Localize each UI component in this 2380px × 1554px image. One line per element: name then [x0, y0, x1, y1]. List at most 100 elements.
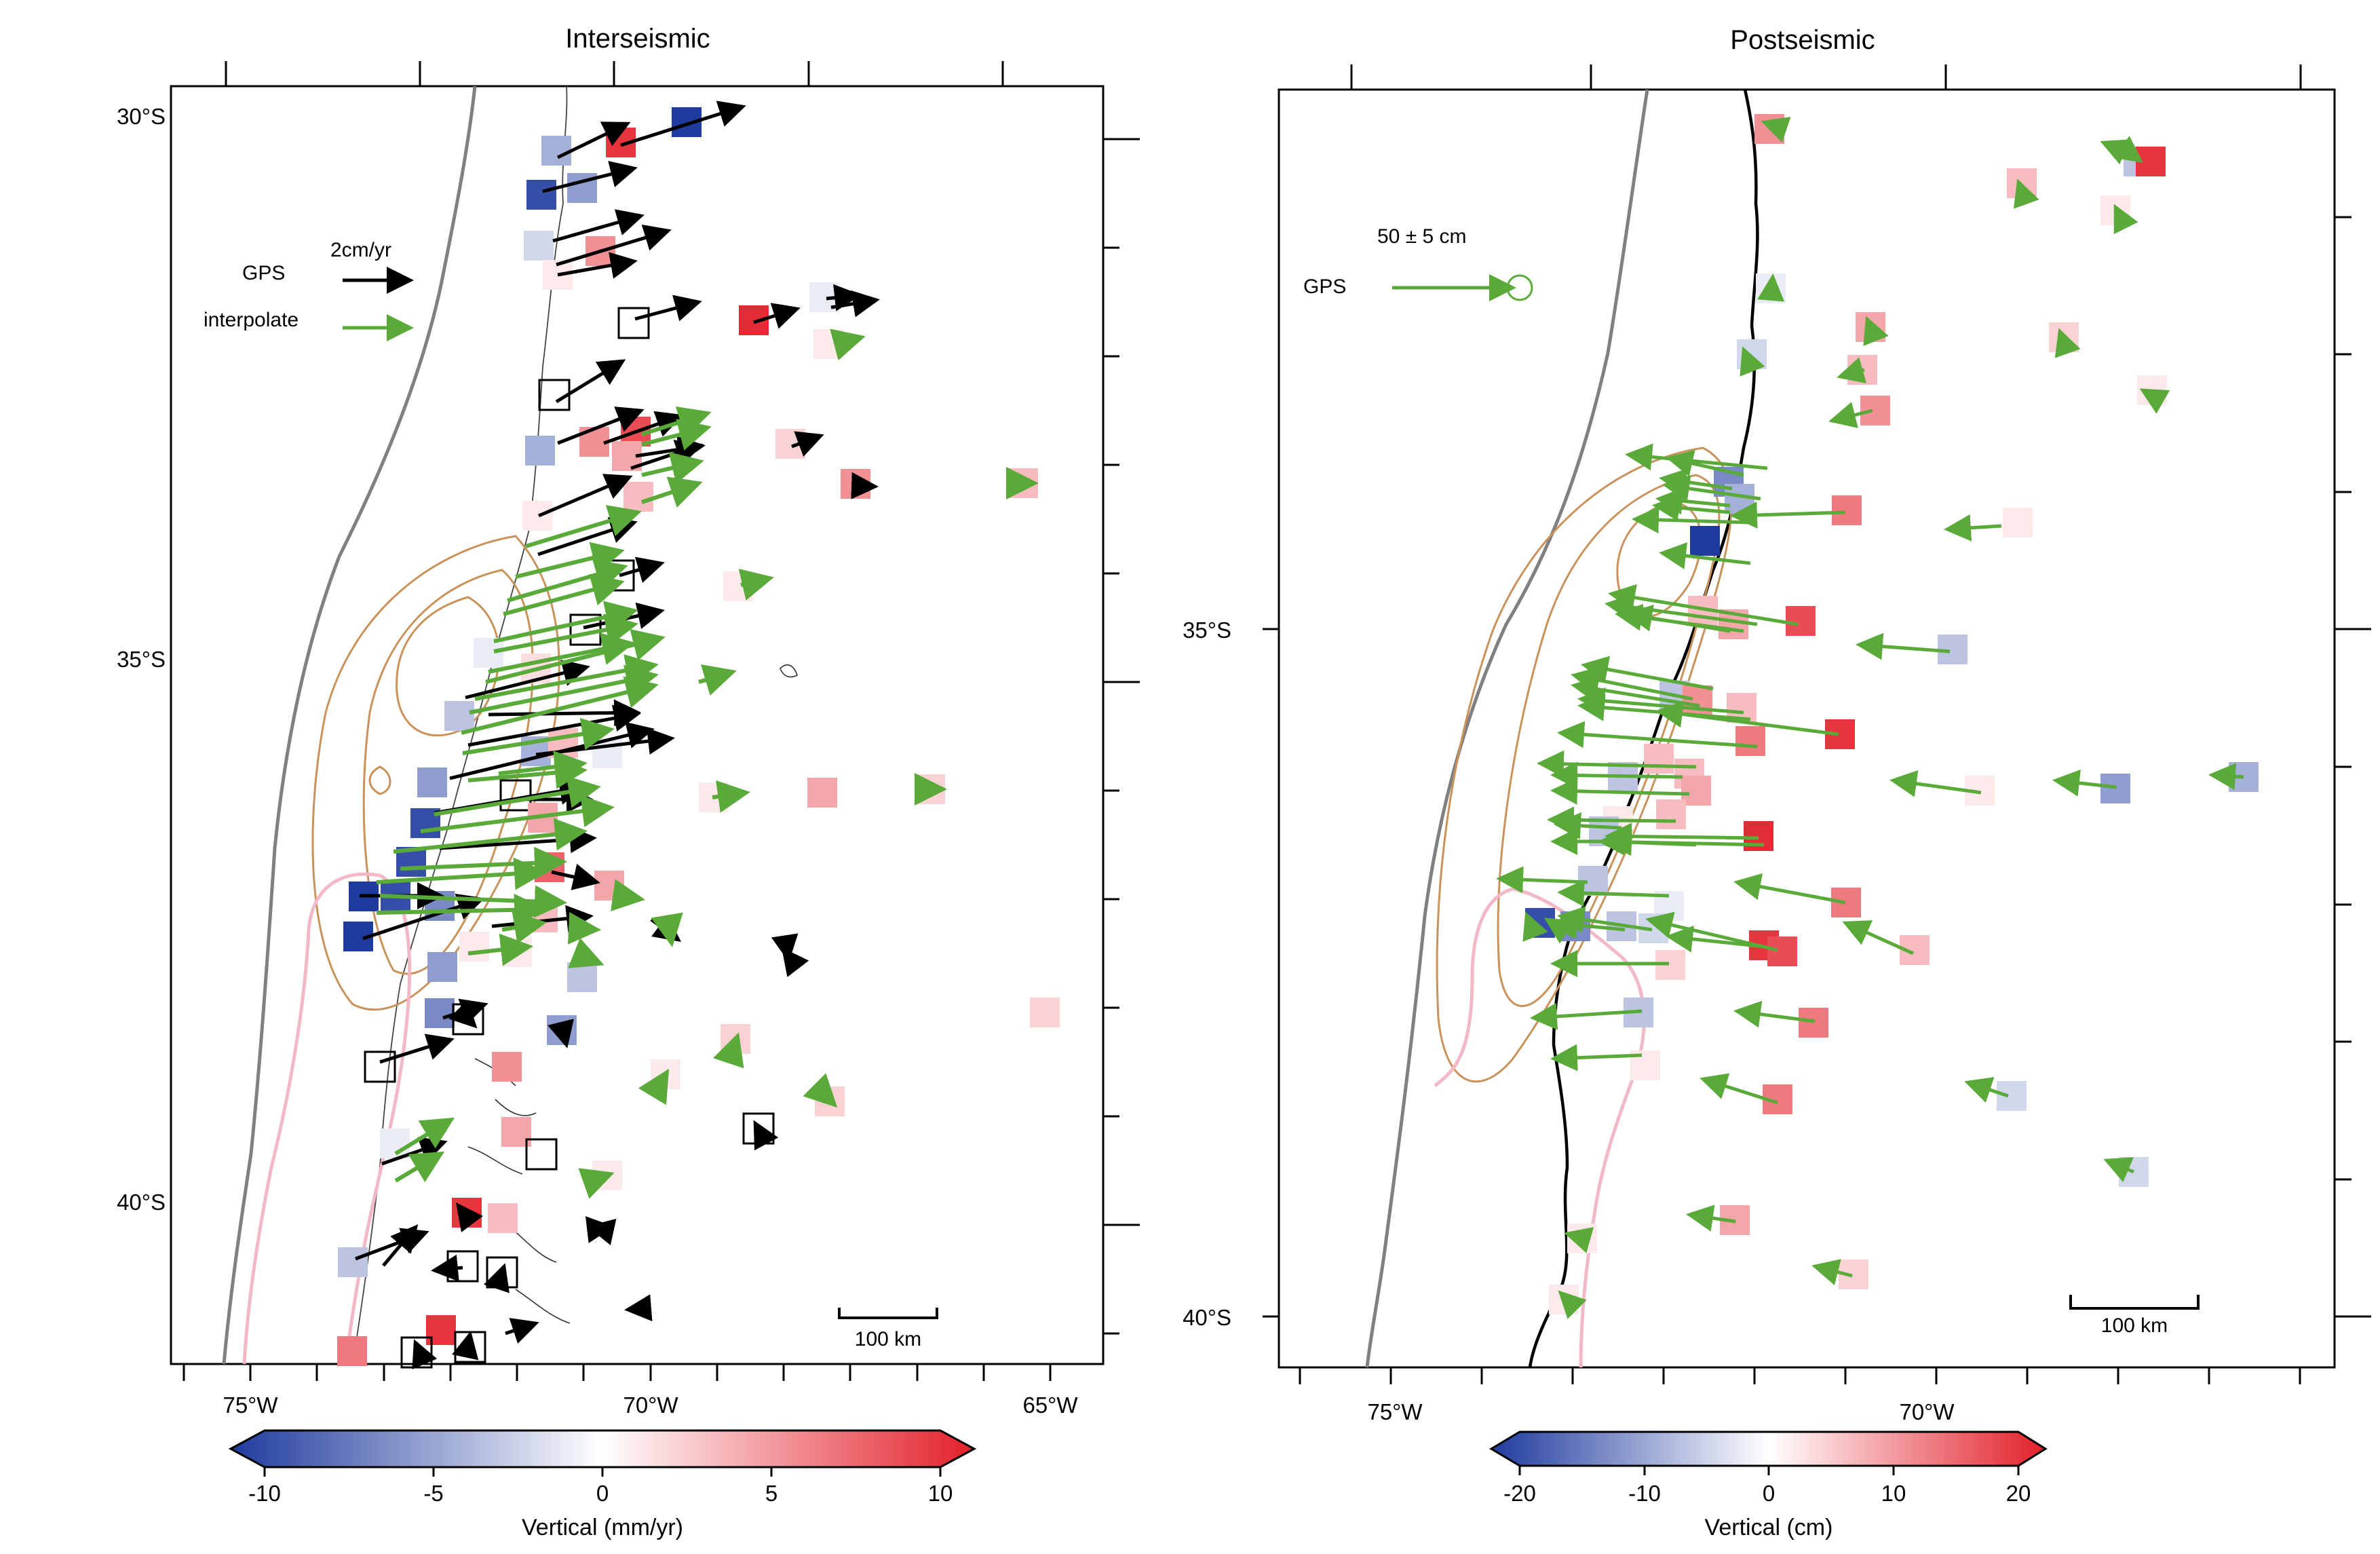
error-ellipse: [1506, 274, 1533, 301]
vertical-marker: [1744, 821, 1773, 851]
displacement-arrow: [2054, 328, 2081, 358]
displacement-arrow: [412, 1339, 438, 1370]
colorbar-tick: 5: [765, 1481, 778, 1506]
top-ticks: [1350, 64, 2302, 90]
gps-arrows: [355, 100, 1039, 1370]
displacement-arrow: [567, 911, 601, 945]
displacement-arrow: [488, 699, 641, 727]
lon-label-70w: 70°W: [1899, 1399, 1955, 1424]
displacement-arrow: [431, 1254, 463, 1282]
vertical-marker: [1832, 495, 1862, 525]
displacement-arrow: [556, 225, 672, 267]
displacement-arrow: [462, 717, 615, 755]
displacement-arrow: [461, 676, 659, 735]
vertical-marker: [1754, 114, 1784, 144]
displacement-arrow: [1659, 542, 1751, 569]
displacement-arrow: [376, 893, 547, 926]
displacement-arrow: [467, 756, 588, 789]
displacement-arrow: [578, 1168, 615, 1199]
colorbar-tick: 20: [2006, 1481, 2031, 1506]
displacement-arrow: [501, 911, 547, 944]
vertical-squares: [1525, 114, 2259, 1314]
vertical-marker: [1860, 396, 1890, 425]
displacement-arrow: [1558, 1290, 1587, 1319]
displacement-arrow: [525, 505, 642, 548]
displacement-arrow: [634, 295, 702, 322]
vertical-marker: [417, 767, 447, 797]
displacement-arrow: [1761, 117, 1791, 143]
displacement-arrow: [620, 100, 746, 147]
lat-label-35s: 35°S: [117, 647, 166, 672]
vertical-marker: [1756, 273, 1786, 303]
displacement-arrow: [1828, 402, 1873, 428]
vertical-marker: [1786, 606, 1816, 636]
displacement-arrow: [1625, 443, 1768, 471]
vertical-marker: [1690, 526, 1720, 556]
vertical-marker: [2049, 322, 2079, 352]
displacement-arrow: [1608, 584, 1799, 626]
vertical-marker: [813, 329, 843, 359]
displacement-arrow: [738, 569, 774, 601]
displacement-arrow: [830, 290, 880, 318]
colorbar-tick: -5: [423, 1481, 443, 1506]
coastline: [1528, 89, 1759, 1368]
displacement-arrow: [1666, 450, 1744, 477]
vertical-marker: [474, 638, 503, 668]
vertical-marker: [488, 1203, 518, 1233]
displacement-arrow: [379, 1034, 455, 1064]
displacement-arrow: [507, 558, 628, 603]
scale-bar-label: 100 km: [855, 1328, 921, 1350]
displacement-arrow: [2103, 1157, 2134, 1183]
displacement-arrow: [1655, 700, 1839, 736]
displacement-arrow: [1530, 1002, 1643, 1030]
lat-label-40s: 40°S: [1183, 1305, 1231, 1330]
bottom-ticks: [183, 1364, 1052, 1381]
displacement-arrow: [1550, 1044, 1643, 1072]
displacement-arrow: [851, 472, 879, 499]
displacement-arrow: [467, 933, 533, 966]
vertical-marker: [425, 998, 455, 1028]
lon-label-75w: 75°W: [223, 1392, 278, 1418]
lon-label-70w: 70°W: [623, 1392, 678, 1418]
panel-title: Postseismic: [1730, 25, 1875, 55]
vertical-marker: [1831, 888, 1861, 917]
lat-label-30s: 30°S: [117, 104, 166, 129]
vertical-marker: [444, 701, 474, 731]
displacement-arrow: [434, 776, 601, 816]
displacement-arrow: [1811, 1259, 1853, 1286]
displacement-arrow: [376, 857, 547, 890]
displacement-arrow: [538, 474, 633, 518]
postseismic-panel: Postseismic 35°S 40°S 75°W 70°W: [1183, 25, 2371, 1540]
colorbar: -20 -10 0 10 20 Vertical (cm): [1489, 1430, 2048, 1540]
displacement-arrow: [1564, 1227, 1594, 1253]
vertical-marker: [1767, 936, 1797, 966]
displacement-arrow: [803, 1073, 838, 1108]
displacement-arrow: [557, 406, 645, 445]
vertical-marker: [2003, 508, 2033, 537]
lon-label-75w: 75°W: [1367, 1399, 1423, 1424]
interseismic-panel: Interseismic 30°S: [117, 24, 1140, 1540]
displacement-arrow: [587, 1218, 617, 1246]
displacement-arrow: [1550, 761, 1683, 789]
lon-label-65w: 65°W: [1022, 1392, 1078, 1418]
displacement-arrow: [1842, 920, 1915, 955]
trench-line: [222, 86, 477, 1365]
vertical-marker: [1030, 998, 1060, 1027]
displacement-arrow: [1605, 822, 1759, 850]
vertical-marker: [815, 1086, 845, 1116]
displacement-arrow: [515, 542, 625, 579]
colorbar-label: Vertical (mm/yr): [522, 1515, 683, 1540]
vertical-marker: [528, 903, 558, 932]
displacement-arrow: [448, 1000, 478, 1029]
displacement-arrow: [465, 660, 590, 700]
vertical-marker: [1549, 1285, 1579, 1314]
vertical-marker: [459, 932, 489, 962]
displacement-arrow: [1652, 494, 1731, 522]
displacement-arrow: [1700, 1073, 1778, 1105]
right-ticks: [1103, 138, 1140, 1335]
displacement-arrow: [362, 894, 485, 941]
colorbar-tick: -20: [1503, 1481, 1536, 1506]
displacement-arrow: [651, 912, 683, 947]
displacement-arrow: [505, 1318, 539, 1344]
